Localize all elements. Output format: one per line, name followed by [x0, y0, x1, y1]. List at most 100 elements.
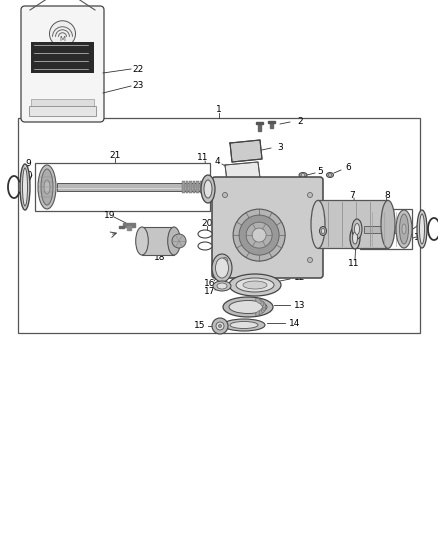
FancyBboxPatch shape [212, 177, 323, 278]
Bar [31, 43, 94, 72]
Text: 9: 9 [417, 222, 423, 230]
Ellipse shape [299, 173, 307, 177]
Text: M: M [60, 36, 66, 42]
Circle shape [212, 318, 228, 334]
Ellipse shape [301, 174, 305, 176]
Circle shape [223, 192, 227, 198]
Ellipse shape [261, 301, 265, 308]
Ellipse shape [350, 227, 360, 249]
Bar [186, 181, 188, 193]
Bar [364, 225, 404, 232]
Circle shape [239, 215, 279, 255]
Text: 11: 11 [197, 154, 209, 163]
Text: 21: 21 [110, 150, 121, 159]
Ellipse shape [396, 210, 412, 248]
Bar [258, 123, 261, 131]
Text: 17: 17 [204, 287, 216, 296]
Ellipse shape [201, 175, 215, 203]
Polygon shape [230, 140, 262, 162]
Ellipse shape [215, 258, 229, 278]
Text: 15: 15 [194, 321, 206, 330]
Bar [127, 226, 131, 230]
Ellipse shape [352, 219, 362, 239]
Bar [142, 227, 174, 255]
Ellipse shape [259, 300, 264, 306]
Ellipse shape [402, 224, 406, 234]
Circle shape [307, 257, 312, 262]
Text: 8: 8 [384, 190, 390, 199]
Ellipse shape [229, 301, 267, 313]
Circle shape [219, 325, 222, 327]
Bar [31, 99, 94, 110]
Text: 19: 19 [104, 211, 116, 220]
Ellipse shape [198, 242, 212, 250]
Ellipse shape [381, 200, 395, 248]
Circle shape [246, 222, 272, 248]
FancyBboxPatch shape [21, 6, 104, 122]
Text: 7: 7 [349, 190, 355, 199]
Bar [270, 122, 273, 128]
Text: 11: 11 [348, 259, 360, 268]
Ellipse shape [236, 278, 274, 292]
Ellipse shape [217, 283, 227, 289]
Text: 1: 1 [216, 106, 222, 115]
Ellipse shape [198, 230, 212, 238]
Ellipse shape [212, 254, 232, 282]
Polygon shape [225, 162, 260, 181]
Ellipse shape [223, 297, 273, 317]
Bar [35, 163, 210, 211]
Bar [189, 181, 191, 193]
Ellipse shape [261, 306, 265, 313]
Ellipse shape [213, 281, 231, 291]
Text: 4: 4 [214, 157, 220, 166]
Circle shape [307, 192, 312, 198]
Ellipse shape [38, 165, 56, 209]
Text: 23: 23 [132, 82, 144, 91]
Bar [256, 122, 263, 124]
Ellipse shape [417, 210, 427, 248]
Ellipse shape [255, 311, 261, 316]
Bar [123, 223, 135, 227]
Bar [360, 209, 412, 249]
Circle shape [172, 234, 186, 248]
Ellipse shape [230, 321, 258, 328]
Ellipse shape [319, 227, 326, 236]
Ellipse shape [204, 180, 212, 198]
Bar [199, 181, 202, 193]
Ellipse shape [243, 281, 267, 289]
Text: 22: 22 [132, 64, 144, 74]
Text: 14: 14 [290, 319, 301, 327]
Bar [29, 106, 96, 116]
Text: 18: 18 [154, 253, 166, 262]
Ellipse shape [321, 229, 325, 233]
Text: 5: 5 [317, 166, 323, 175]
Text: 10: 10 [414, 232, 426, 241]
Ellipse shape [168, 227, 180, 255]
Ellipse shape [399, 214, 409, 244]
Bar [18, 118, 420, 333]
Text: 6: 6 [345, 164, 351, 173]
Bar [268, 121, 275, 123]
Ellipse shape [326, 173, 333, 177]
Bar [203, 181, 205, 193]
Text: 3: 3 [277, 143, 283, 152]
Text: 16: 16 [204, 279, 216, 287]
Text: 2: 2 [297, 117, 303, 126]
Circle shape [223, 257, 227, 262]
Bar [196, 181, 198, 193]
Ellipse shape [41, 169, 53, 205]
Text: 13: 13 [294, 301, 306, 310]
Bar [57, 183, 202, 191]
Text: 20: 20 [201, 219, 213, 228]
Circle shape [233, 209, 285, 261]
Circle shape [216, 322, 224, 330]
Ellipse shape [259, 308, 264, 314]
Ellipse shape [229, 274, 281, 296]
Text: 10: 10 [22, 171, 34, 180]
Text: 9: 9 [25, 158, 31, 167]
Ellipse shape [420, 214, 424, 244]
Ellipse shape [22, 168, 28, 206]
Bar [119, 226, 124, 228]
Ellipse shape [20, 164, 30, 210]
Text: 12: 12 [294, 273, 306, 282]
